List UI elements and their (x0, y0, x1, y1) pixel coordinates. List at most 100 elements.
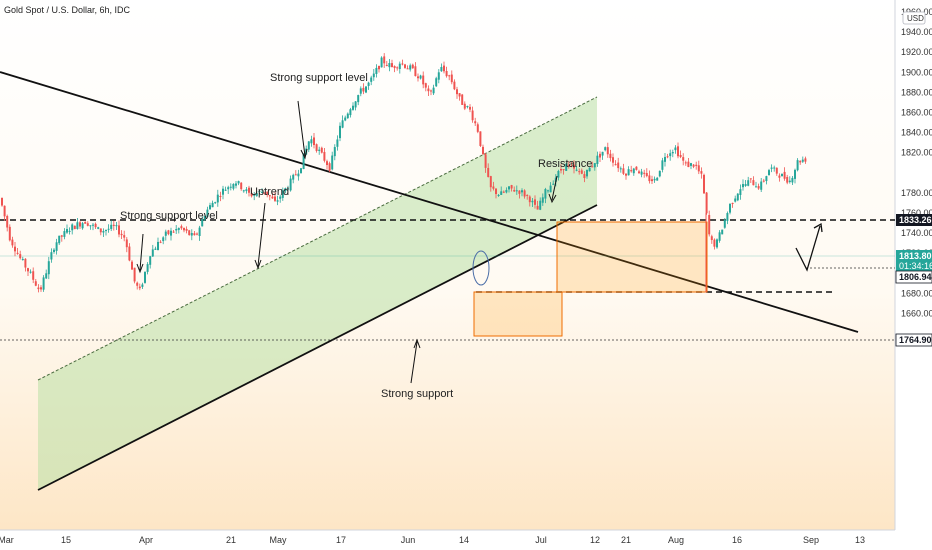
candle-body (258, 191, 261, 193)
candle-body (336, 139, 339, 147)
candle-body (697, 165, 700, 172)
candle-body (414, 66, 417, 77)
candle-body (612, 157, 614, 163)
candle (622, 163, 625, 175)
symbol-title: Gold Spot / U.S. Dollar, 6h, IDC (4, 5, 131, 15)
candle (383, 53, 386, 68)
candle-body (219, 195, 222, 197)
candle (463, 101, 466, 111)
candle-body (549, 185, 552, 193)
candle-body (42, 277, 45, 290)
candle-body (349, 109, 352, 116)
candle (45, 269, 48, 280)
candle (331, 151, 334, 171)
candle-body (175, 229, 178, 231)
candle-body (289, 178, 292, 191)
arrow-resistance (551, 175, 558, 201)
candle (14, 241, 16, 257)
candle-body (622, 168, 625, 174)
candle (531, 197, 534, 207)
candle-body (167, 230, 170, 235)
candle-body (544, 189, 547, 199)
candle-body (209, 205, 211, 210)
candle-body (768, 170, 770, 176)
candle (55, 238, 58, 255)
currency-badge[interactable]: USD (902, 11, 926, 25)
candle-body (435, 78, 438, 87)
candle (697, 160, 700, 175)
candle-body (557, 170, 560, 178)
candle-body (671, 152, 674, 154)
candle (89, 225, 92, 230)
candle (417, 73, 419, 82)
candle (352, 102, 354, 111)
candle (162, 236, 165, 245)
candle (112, 220, 115, 231)
candle (66, 224, 68, 234)
candle (201, 216, 204, 227)
annotation-strong-support-level-left: Strong support level (120, 210, 218, 222)
candle (398, 61, 401, 74)
candle (42, 275, 45, 292)
candle-body (401, 63, 404, 65)
price-tick-label: 1860.00 (901, 108, 932, 118)
candle (60, 234, 63, 242)
candle-body (474, 121, 477, 124)
candle (266, 191, 269, 198)
arrow-head-uptrend (254, 259, 262, 270)
tag-current-price: 1813.80 (899, 251, 932, 261)
candle (250, 188, 253, 198)
candle-body (437, 72, 440, 80)
candle-body (469, 106, 471, 110)
candle (625, 172, 627, 180)
candle (245, 186, 248, 194)
candle (742, 179, 744, 191)
candle-body (682, 157, 685, 161)
candle (164, 229, 167, 241)
candle-body (742, 184, 744, 188)
candle (788, 176, 791, 184)
time-tick-label: 15 (61, 535, 71, 545)
candle (539, 197, 542, 211)
candle-body (240, 182, 243, 190)
candle (336, 135, 339, 151)
candle-body (456, 89, 458, 95)
candle-body (313, 137, 315, 146)
candle-body (661, 160, 664, 170)
candle (612, 153, 614, 167)
candle (573, 160, 575, 174)
candle (640, 168, 643, 178)
candle (393, 65, 396, 73)
candle-body (50, 252, 53, 260)
price-tick-label: 1760.00 (901, 208, 932, 218)
time-tick-label: Sep (803, 535, 819, 545)
candle-body (172, 231, 175, 233)
candle-body (380, 57, 383, 68)
candle (346, 112, 349, 119)
candle-body (445, 70, 448, 77)
candle (427, 85, 430, 97)
candle (310, 135, 313, 147)
candle-body (710, 236, 713, 241)
time-axis[interactable]: Mar 15 Apr 21 May 17 Jun 14 Jul 12 21 Aug 16 Sep 13 (0, 535, 865, 545)
candle-body (627, 169, 630, 176)
candle-body (677, 146, 679, 157)
price-tick-label: 1660.00 (901, 309, 932, 319)
candle (258, 190, 261, 196)
candle (227, 185, 230, 194)
candle (6, 214, 9, 232)
candle-body (791, 177, 794, 183)
candle-body (235, 183, 237, 186)
candle (224, 186, 227, 191)
candle (411, 63, 414, 69)
candle (29, 269, 32, 274)
candle (354, 100, 357, 111)
candle-body (658, 170, 661, 177)
candle-body (323, 151, 326, 161)
candle-body (716, 239, 718, 248)
candle-body (736, 193, 739, 201)
tag-mid-level: 1806.94 (899, 272, 932, 282)
candle-body (19, 254, 22, 259)
